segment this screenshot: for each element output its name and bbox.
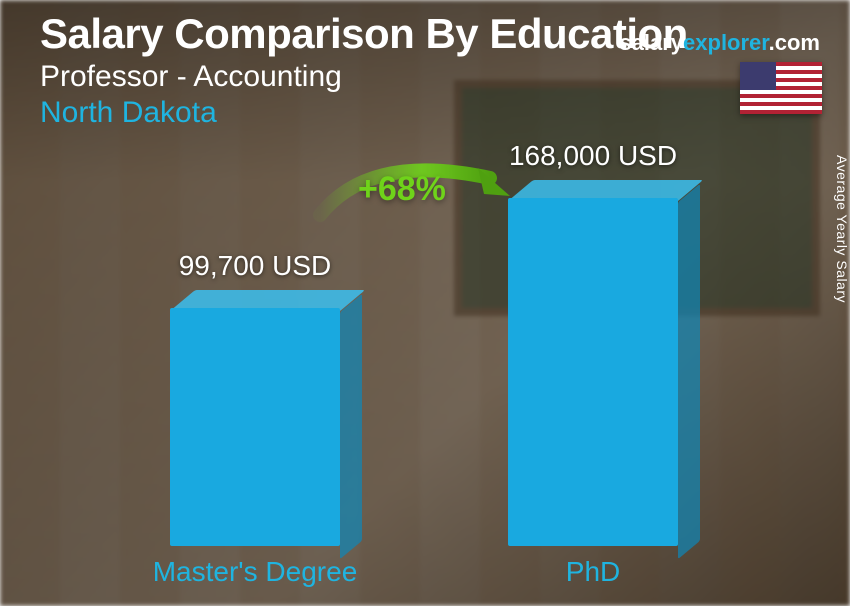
bar-front-face [170, 308, 340, 546]
bar-masters: 99,700 USD Master's Degree [170, 308, 340, 546]
location: North Dakota [40, 96, 830, 130]
job-title: Professor - Accounting [40, 60, 830, 94]
brand-part2: explorer [683, 30, 769, 55]
bar-side-face [678, 184, 700, 559]
header: Salary Comparison By Education Professor… [40, 10, 830, 130]
bar-side-face [340, 294, 362, 559]
bar-front-face [508, 198, 678, 546]
us-flag-icon [740, 62, 822, 114]
bar-value: 168,000 USD [509, 140, 677, 172]
bar-category-label: PhD [566, 556, 620, 588]
brand-logo: salaryexplorer.com [619, 30, 820, 56]
bar-category-label: Master's Degree [153, 556, 358, 588]
bar-value: 99,700 USD [179, 250, 332, 282]
bar-phd: 168,000 USD PhD [508, 198, 678, 546]
brand-part1: salary [619, 30, 683, 55]
brand-part3: .com [769, 30, 820, 55]
bar-chart: +68% 99,700 USD Master's Degree 168,000 … [0, 160, 850, 606]
percent-increase: +68% [358, 170, 446, 209]
